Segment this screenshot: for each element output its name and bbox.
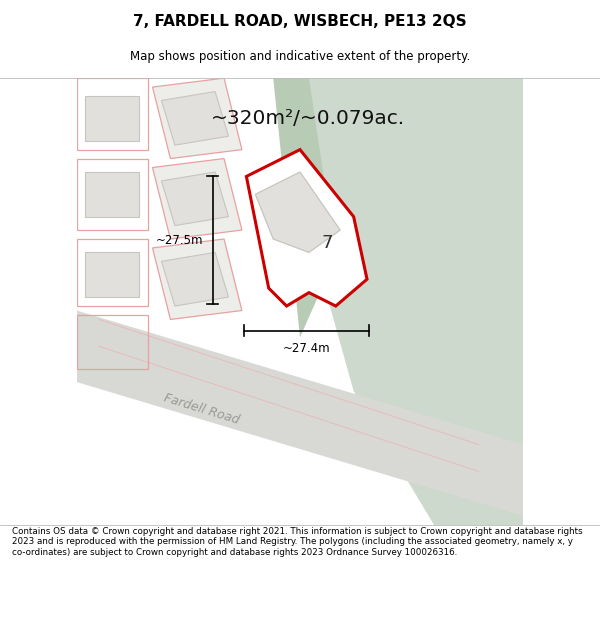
Text: Fardell Road: Fardell Road xyxy=(163,391,241,426)
Polygon shape xyxy=(152,239,242,319)
Text: ~27.4m: ~27.4m xyxy=(283,342,331,355)
Text: Map shows position and indicative extent of the property.: Map shows position and indicative extent… xyxy=(130,50,470,62)
Polygon shape xyxy=(85,96,139,141)
Polygon shape xyxy=(273,78,336,338)
Polygon shape xyxy=(247,149,367,306)
Text: ~27.5m: ~27.5m xyxy=(155,234,203,247)
Polygon shape xyxy=(152,159,242,239)
Text: 7, FARDELL ROAD, WISBECH, PE13 2QS: 7, FARDELL ROAD, WISBECH, PE13 2QS xyxy=(133,14,467,29)
Text: ~320m²/~0.079ac.: ~320m²/~0.079ac. xyxy=(211,109,405,128)
Polygon shape xyxy=(85,172,139,217)
Polygon shape xyxy=(161,91,229,145)
Polygon shape xyxy=(256,172,340,252)
Text: Contains OS data © Crown copyright and database right 2021. This information is : Contains OS data © Crown copyright and d… xyxy=(12,527,583,557)
Polygon shape xyxy=(161,172,229,226)
Polygon shape xyxy=(77,311,523,516)
Text: 7: 7 xyxy=(321,234,332,253)
Polygon shape xyxy=(152,78,242,159)
Polygon shape xyxy=(161,253,229,306)
Polygon shape xyxy=(291,78,523,525)
Polygon shape xyxy=(85,253,139,297)
